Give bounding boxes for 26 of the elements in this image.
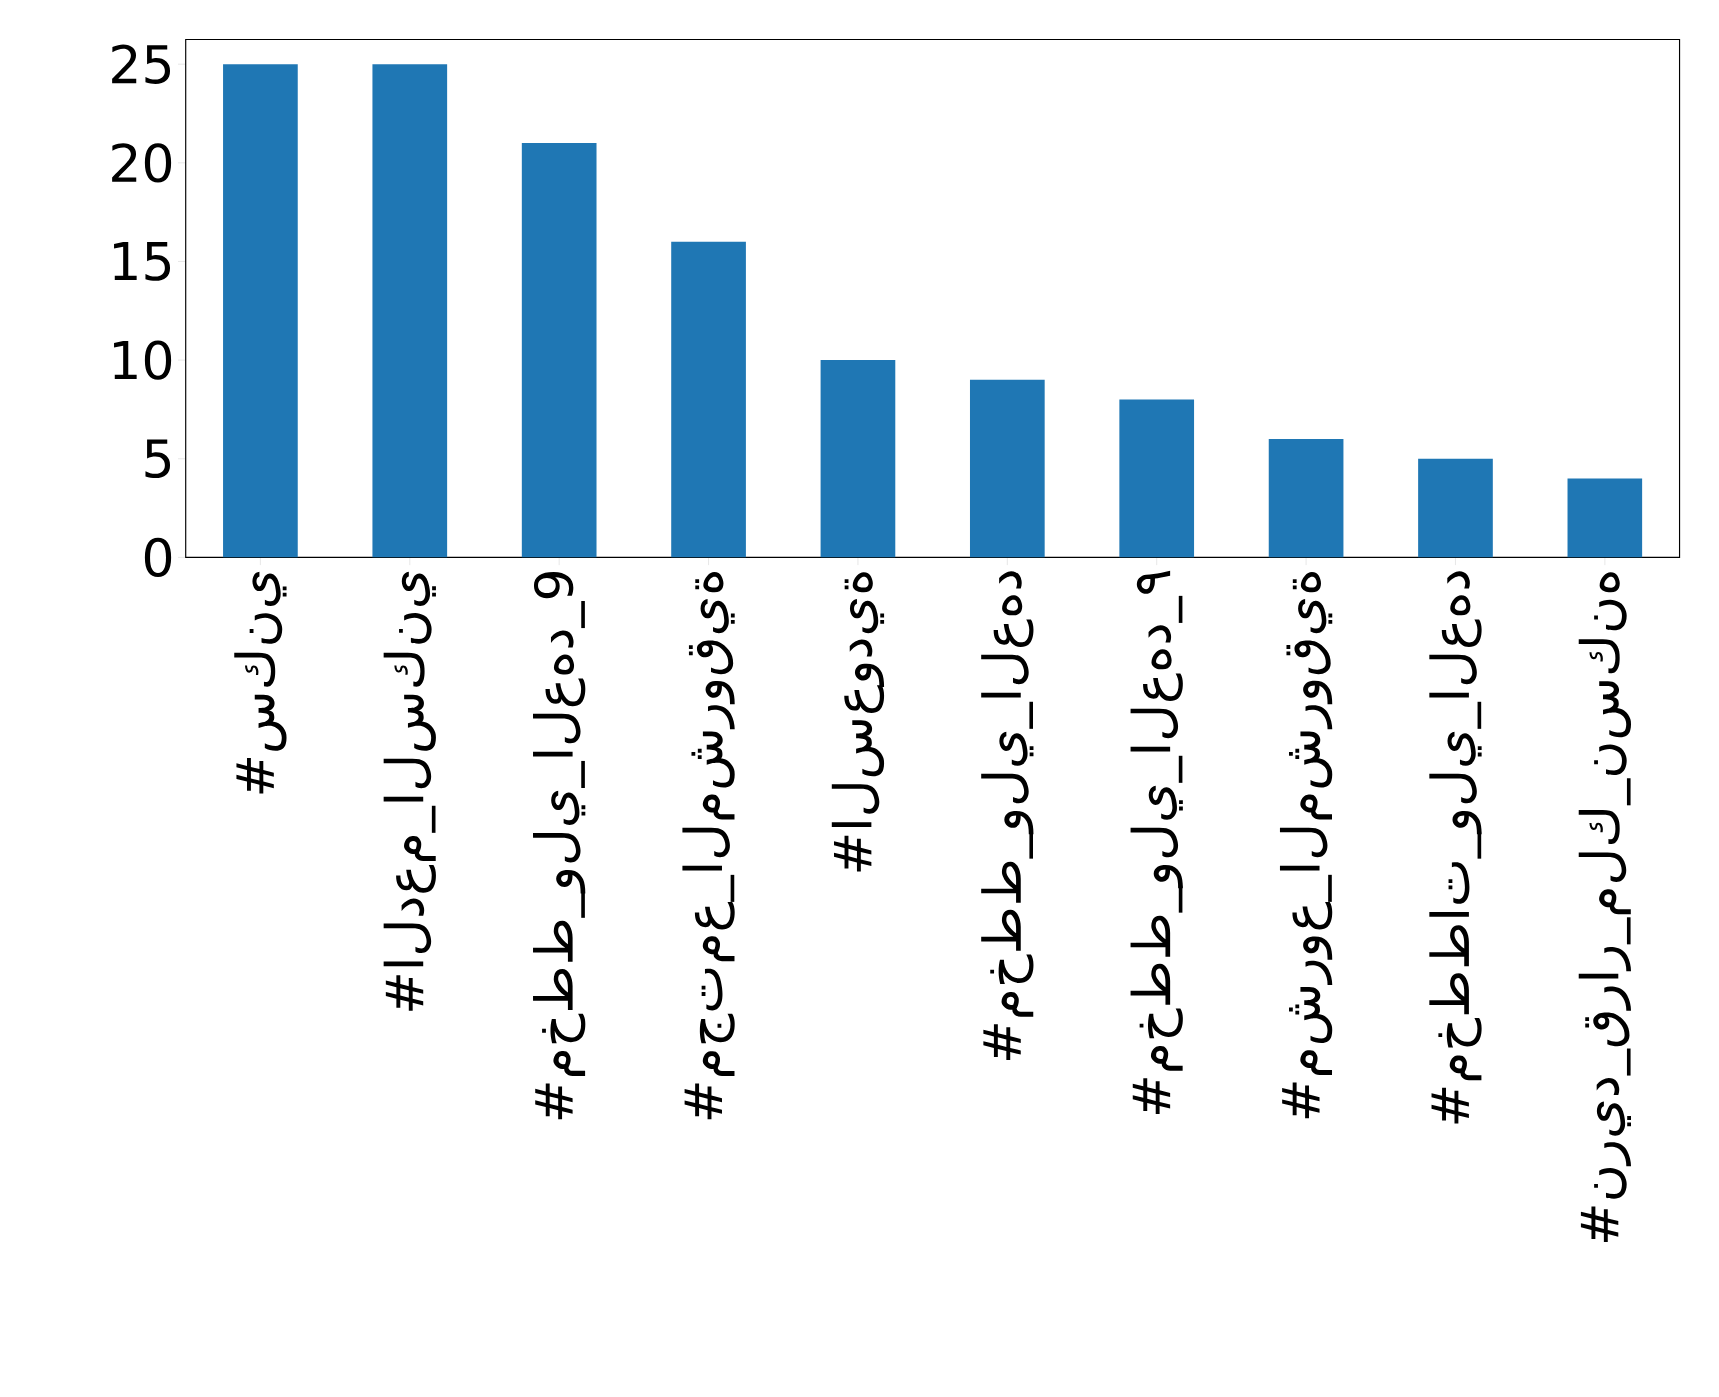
x-tick-label: #مخططات_ولي_العهد [1429, 571, 1482, 1124]
bar [820, 359, 896, 558]
x-tick-label: #نريد_قرار_ملك_نسكنه [1578, 572, 1632, 1242]
x-tick-label: #مخطط_ولي_العهد_9 [533, 571, 586, 1119]
bar [372, 64, 448, 558]
bar [969, 379, 1045, 558]
x-tick-label: #مجتمع_المشروقية [682, 571, 735, 1120]
y-tick-label: 10 [114, 340, 172, 380]
y-tick-label: 0 [144, 537, 172, 577]
x-tick-label: #مخطط_ولي_العهد [981, 571, 1034, 1060]
bar [521, 142, 597, 558]
bar [1119, 399, 1195, 558]
x-tick-label: #سكني [234, 571, 287, 794]
bar [671, 241, 746, 558]
bar [1418, 458, 1493, 558]
y-tick-label: 25 [112, 44, 171, 84]
y-tick-label: 5 [145, 439, 171, 478]
y-tick-label: 15 [114, 241, 171, 281]
y-tick-label: 20 [112, 142, 172, 183]
bar [1268, 438, 1344, 558]
x-tick-label: #مخطط_ولي_العهد_٩ [1130, 570, 1183, 1114]
bar [223, 64, 298, 558]
bar [1567, 478, 1643, 558]
x-tick-label: #السعودية [831, 571, 885, 872]
x-tick-label: #مشروع_المشروقية [1279, 571, 1333, 1119]
x-tick-label: #الدعم_السكني [383, 571, 436, 1011]
